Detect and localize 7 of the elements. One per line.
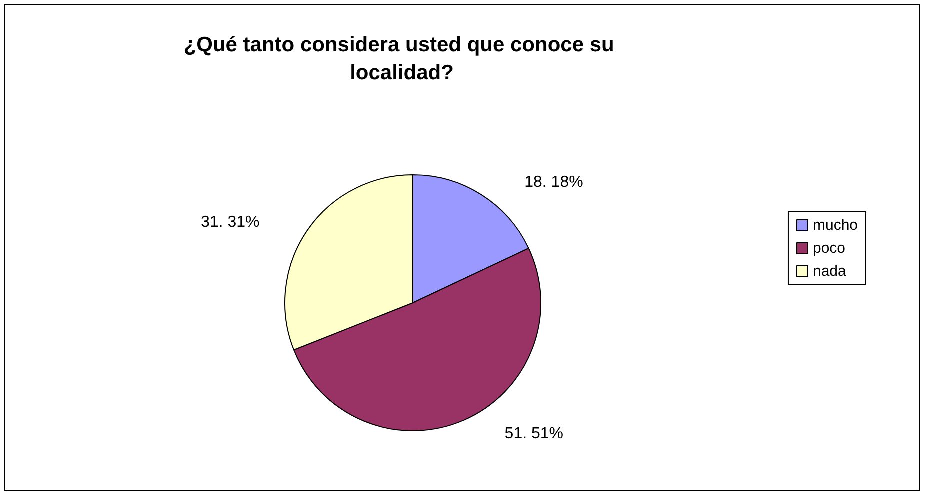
data-label: 51. 51%: [504, 426, 564, 443]
data-label: 18. 18%: [524, 174, 584, 191]
chart-title: ¿Qué tanto considera usted que conoce su localidad?: [184, 34, 620, 84]
legend-label: mucho: [812, 217, 858, 234]
legend-label: poco: [812, 240, 846, 257]
legend-label: nada: [812, 263, 848, 280]
data-label: 31. 31%: [201, 214, 260, 232]
